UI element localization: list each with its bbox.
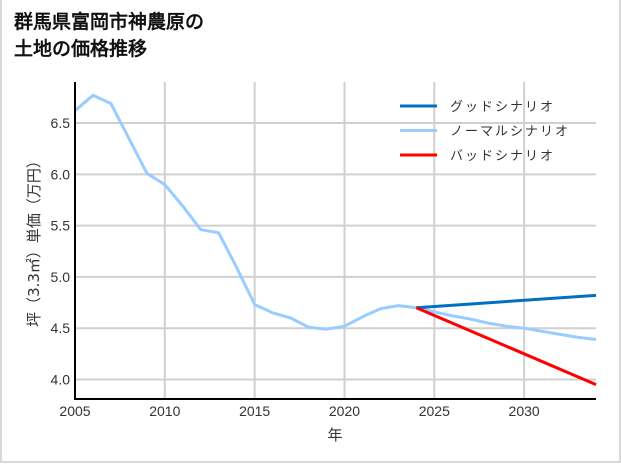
data-lines — [74, 93, 597, 386]
axes — [74, 82, 596, 400]
chart-title: 群馬県富岡市神農原の 土地の価格推移 — [14, 9, 204, 63]
chart-title-line2: 土地の価格推移 — [14, 38, 148, 60]
x-tick-label: 2020 — [329, 403, 360, 419]
series-line — [416, 293, 597, 310]
y-axis-label: 坪（3.3㎡）単価（万円） — [25, 153, 43, 327]
chart-title-line1: 群馬県富岡市神農原の — [14, 11, 205, 33]
legend-label: ノーマルシナリオ — [450, 125, 570, 140]
y-tick-label: 4.5 — [51, 320, 71, 336]
tick-labels: 4.0 4.5 5.0 5.5 6.0 6.5 2005 2010 2015 2020 2025 20… — [51, 115, 540, 419]
y-tick-label: 6.0 — [51, 166, 71, 182]
legend-label: グッドシナリオ — [450, 100, 555, 115]
x-axis-label: 年 — [327, 426, 342, 444]
series-line — [74, 93, 597, 341]
series-line — [415, 306, 597, 386]
y-tick-label: 5.5 — [51, 218, 71, 234]
x-tick-label: 2015 — [239, 403, 270, 419]
y-tick-label: 4.0 — [51, 372, 71, 388]
legend-label: バッドシナリオ — [450, 149, 555, 164]
x-tick-label: 2010 — [149, 403, 180, 419]
x-tick-label: 2005 — [59, 403, 90, 419]
x-tick-label: 2025 — [419, 403, 450, 419]
y-tick-label: 5.0 — [51, 269, 71, 285]
x-tick-label: 2030 — [509, 403, 540, 419]
y-tick-label: 6.5 — [51, 115, 71, 131]
